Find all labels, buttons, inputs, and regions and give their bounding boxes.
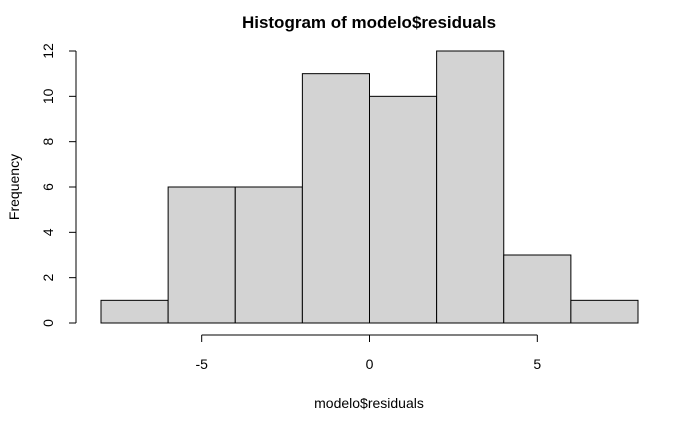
x-axis: -5 0 5 bbox=[195, 334, 541, 372]
y-tick-label: 4 bbox=[40, 228, 56, 236]
histogram-bar-5 bbox=[436, 50, 505, 324]
x-tick-label: -5 bbox=[195, 356, 208, 372]
y-tick-label: 2 bbox=[40, 274, 56, 282]
y-tick-label: 10 bbox=[40, 88, 56, 104]
chart-title: Histogram of modelo$residuals bbox=[242, 13, 496, 32]
y-axis-title: Frequency bbox=[6, 154, 22, 220]
y-tick-label: 0 bbox=[40, 319, 56, 327]
histogram-bar-3 bbox=[301, 73, 370, 324]
y-tick-label: 12 bbox=[40, 43, 56, 59]
histogram-bar-4 bbox=[369, 95, 438, 324]
histogram-bar-2 bbox=[234, 186, 303, 324]
histogram-bar-0 bbox=[100, 299, 169, 324]
histogram-bar-7 bbox=[570, 299, 639, 324]
x-tick-label: 5 bbox=[533, 356, 541, 372]
histogram-bar-1 bbox=[167, 186, 236, 324]
y-axis: 0 2 4 6 8 10 12 bbox=[40, 43, 77, 327]
histogram-bar-6 bbox=[503, 254, 572, 324]
x-axis-title: modelo$residuals bbox=[314, 395, 424, 411]
y-tick-label: 8 bbox=[40, 138, 56, 146]
y-tick-label: 6 bbox=[40, 183, 56, 191]
x-tick-label: 0 bbox=[366, 356, 374, 372]
bars-group bbox=[100, 50, 639, 324]
